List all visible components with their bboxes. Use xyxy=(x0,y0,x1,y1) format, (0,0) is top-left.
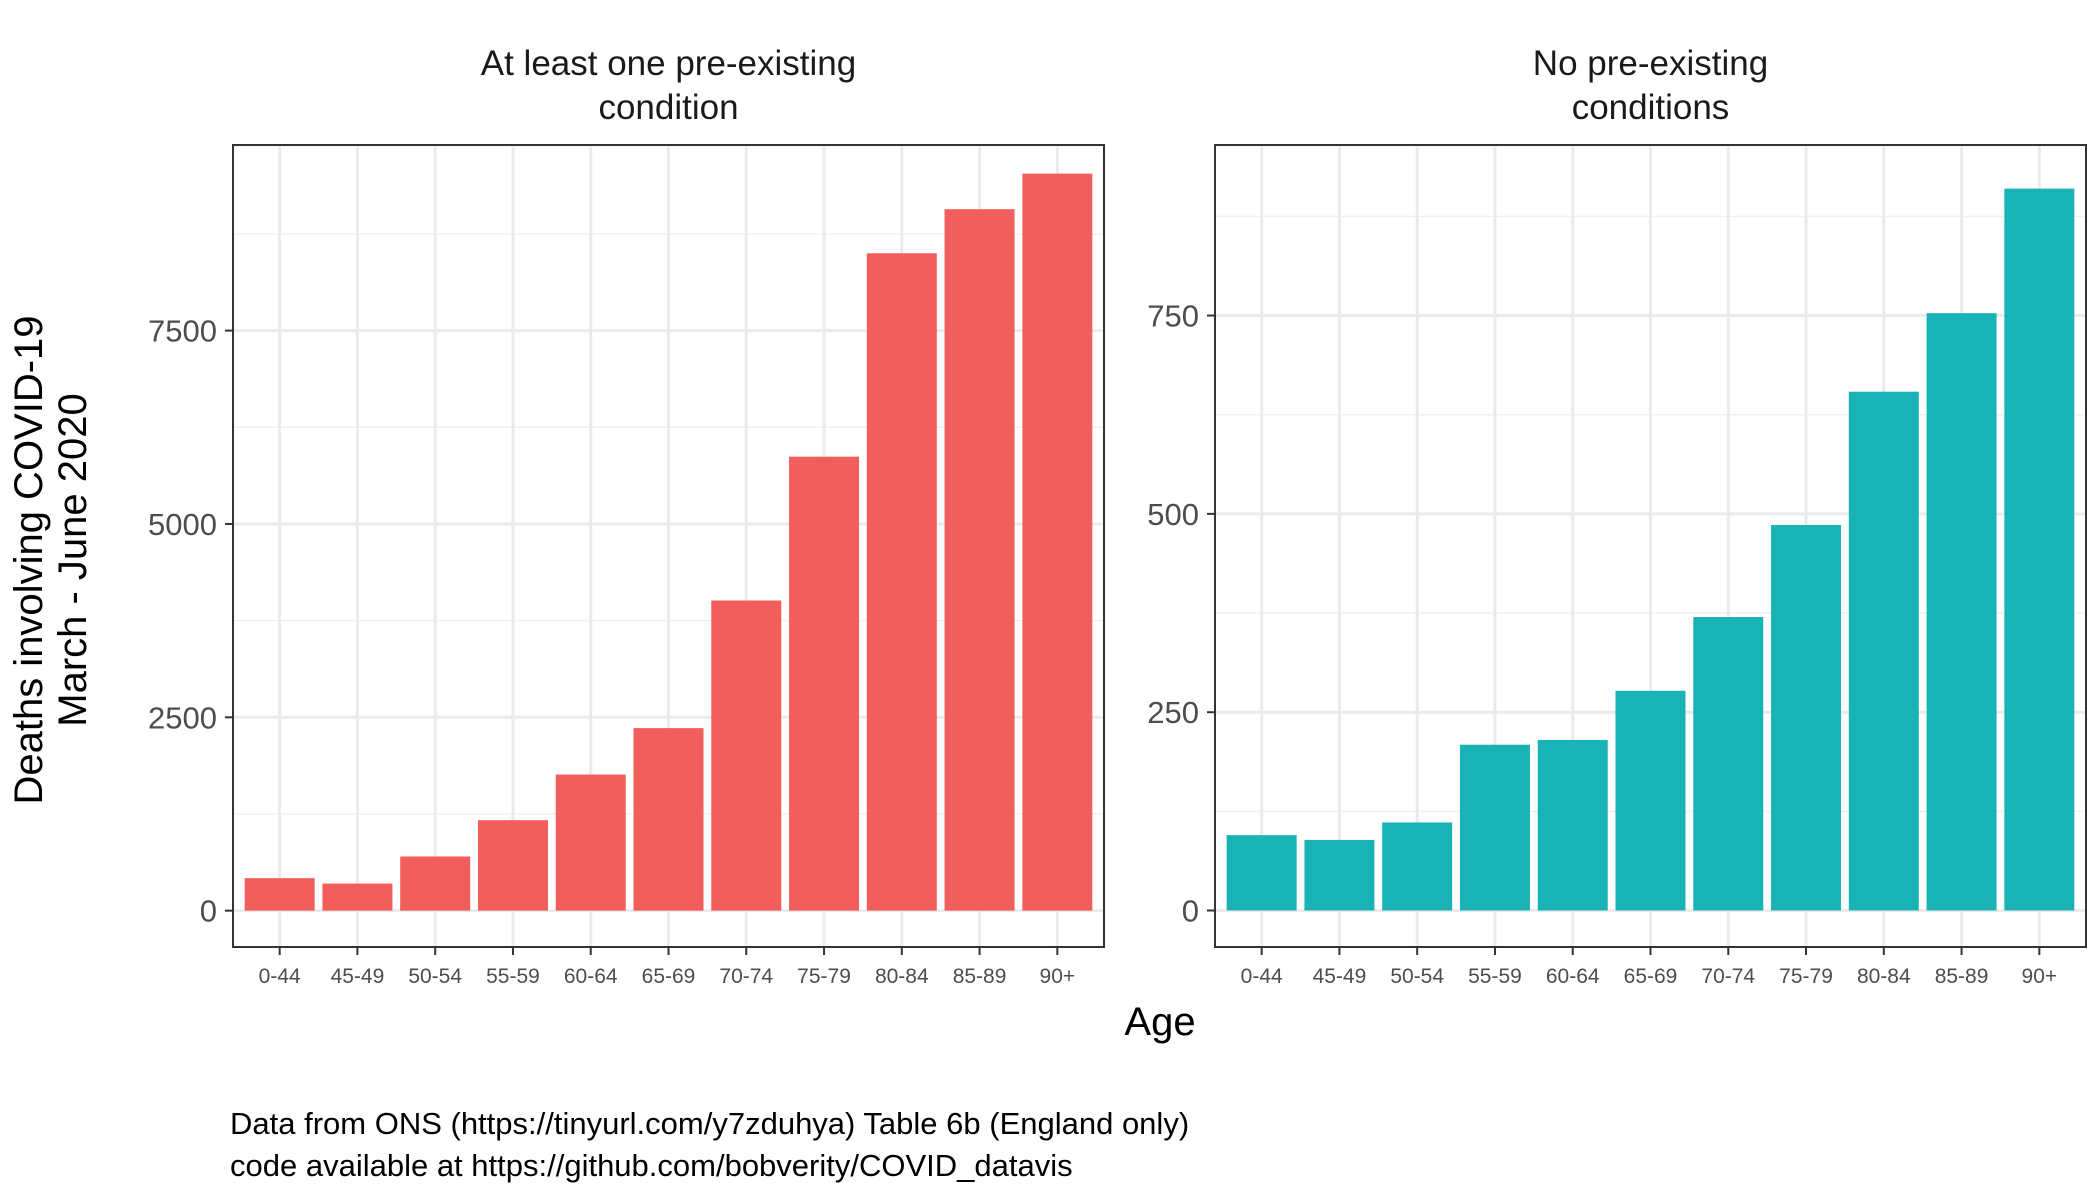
x-tick-label: 80-84 xyxy=(1857,965,1911,988)
x-tick-label: 75-79 xyxy=(797,965,851,988)
x-tick-label: 0-44 xyxy=(259,965,301,988)
panel-title-line-2: conditions xyxy=(1572,88,1730,127)
bar-65-69 xyxy=(1615,690,1686,911)
bar-45-49 xyxy=(1304,839,1375,911)
x-tick-label: 60-64 xyxy=(564,965,618,988)
panel-title-line-1: At least one pre-existing xyxy=(481,44,856,83)
caption-line-1: Data from ONS (https://tinyurl.com/y7zdu… xyxy=(230,1106,1189,1141)
y-tick-label: 750 xyxy=(1147,299,1199,334)
caption-line-2: code available at https://github.com/bob… xyxy=(230,1148,1073,1183)
panel-2: 0 250 500 750 0-44 45-49 50-54 55-59 60-64 65-69 7… xyxy=(1147,44,2087,988)
y-tick-label: 0 xyxy=(1182,894,1199,929)
x-tick-label: 45-49 xyxy=(1313,965,1367,988)
bar-75-79 xyxy=(789,456,860,911)
bar-50-54 xyxy=(1382,822,1453,911)
y-axis-title-line-2: March - June 2020 xyxy=(51,393,95,727)
x-tick-label: 80-84 xyxy=(875,965,929,988)
x-tick-label: 55-59 xyxy=(1468,965,1522,988)
x-tick-label: 70-74 xyxy=(719,965,773,988)
y-tick-label: 7500 xyxy=(148,314,217,349)
y-axis-title: Deaths involving COVID-19 March - June 2… xyxy=(7,315,95,804)
bar-90+ xyxy=(2004,188,2075,911)
x-tick-label: 90+ xyxy=(1040,965,1076,988)
x-tick-label: 50-54 xyxy=(1390,965,1444,988)
bar-90+ xyxy=(1022,173,1093,911)
bar-65-69 xyxy=(633,728,704,911)
y-tick-label: 0 xyxy=(200,894,217,929)
bar-45-49 xyxy=(322,883,393,911)
panel-title-line-2: condition xyxy=(598,88,738,127)
x-tick-label: 85-89 xyxy=(953,965,1007,988)
x-tick-label: 75-79 xyxy=(1779,965,1833,988)
x-tick-label: 90+ xyxy=(2022,965,2058,988)
x-tick-label: 65-69 xyxy=(642,965,696,988)
bar-85-89 xyxy=(944,209,1015,911)
x-tick-label: 55-59 xyxy=(486,965,540,988)
x-tick-label: 70-74 xyxy=(1701,965,1755,988)
x-tick-label: 85-89 xyxy=(1935,965,1989,988)
bar-80-84 xyxy=(866,253,937,911)
bar-60-64 xyxy=(555,774,626,911)
x-tick-label: 0-44 xyxy=(1241,965,1283,988)
bar-60-64 xyxy=(1537,739,1608,911)
bar-70-74 xyxy=(1693,616,1764,911)
bar-55-59 xyxy=(1459,744,1530,911)
y-tick-label: 250 xyxy=(1147,695,1199,730)
y-axis-title-line-1: Deaths involving COVID-19 xyxy=(7,315,51,804)
x-axis-title: Age xyxy=(1124,1000,1195,1044)
bar-80-84 xyxy=(1848,391,1919,911)
bar-70-74 xyxy=(711,600,782,911)
x-tick-label: 45-49 xyxy=(331,965,385,988)
x-tick-label: 65-69 xyxy=(1624,965,1678,988)
bar-0-44 xyxy=(244,878,315,911)
bar-0-44 xyxy=(1226,835,1297,911)
y-tick-label: 500 xyxy=(1147,497,1199,532)
y-tick-label: 2500 xyxy=(148,700,217,735)
bar-75-79 xyxy=(1771,524,1842,911)
x-tick-label: 60-64 xyxy=(1546,965,1600,988)
y-tick-label: 5000 xyxy=(148,507,217,542)
x-tick-label: 50-54 xyxy=(408,965,462,988)
panel-1: 0 2500 5000 7500 0-44 45-49 50-54 55-59 60-64 65-… xyxy=(148,44,1105,988)
panel-title-line-1: No pre-existing xyxy=(1533,44,1768,83)
bar-50-54 xyxy=(400,856,471,911)
bar-85-89 xyxy=(1926,313,1997,911)
bar-55-59 xyxy=(477,820,548,911)
